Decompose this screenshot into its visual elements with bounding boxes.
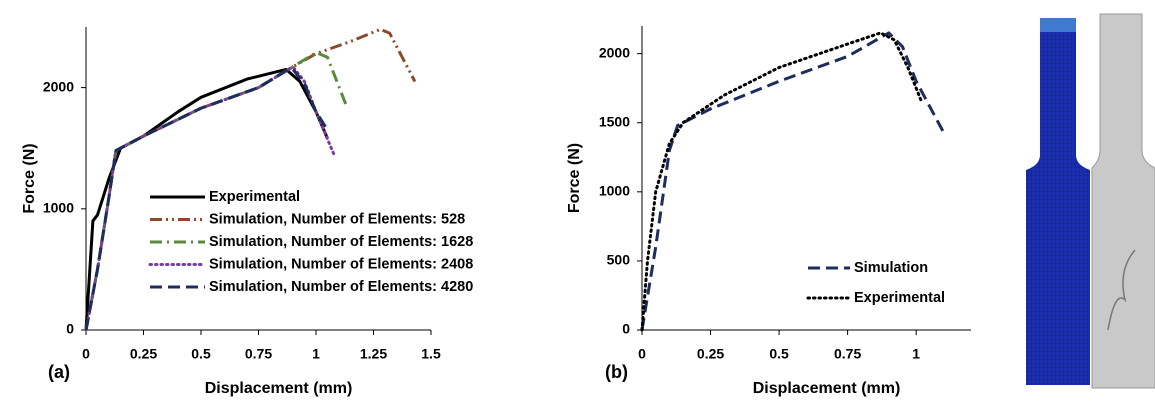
simulated-specimen (1026, 18, 1090, 385)
x-axis-title: Displacement (mm) (753, 380, 901, 397)
x-tick-label: 1.5 (421, 346, 441, 362)
x-axis-title: Displacement (mm) (205, 380, 353, 397)
legend-label: Experimental (854, 290, 945, 306)
series-line (84, 67, 329, 331)
y-axis-title: Force (N) (566, 143, 583, 213)
x-tick-label: 0.5 (769, 346, 789, 362)
y-tick-label: 0 (66, 321, 74, 337)
series-line (84, 67, 329, 331)
series-line (640, 31, 924, 332)
legend-label: Simulation, Number of Elements: 4280 (209, 279, 473, 295)
y-tick-label: 2000 (43, 78, 74, 94)
x-tick-label: 0.75 (245, 346, 272, 362)
y-tick-label: 0 (622, 321, 630, 337)
x-tick-label: 0 (82, 346, 90, 362)
y-tick-label: 1000 (43, 200, 74, 216)
x-tick-label: 0 (638, 346, 646, 362)
x-tick-label: 1 (312, 346, 320, 362)
legend-label: Simulation (854, 260, 928, 276)
x-tick-label: 0.25 (697, 346, 724, 362)
x-tick-label: 0.5 (191, 346, 211, 362)
specimen-grip (1040, 18, 1076, 32)
y-tick-label: 500 (607, 252, 631, 268)
y-axis-title: Force (N) (21, 143, 38, 213)
legend-label: Experimental (209, 189, 300, 205)
x-tick-label: 0.75 (834, 346, 861, 362)
panel-label: (a) (48, 362, 70, 382)
y-tick-label: 1000 (599, 183, 630, 199)
legend-label: Simulation, Number of Elements: 1628 (209, 234, 473, 250)
series-line (640, 31, 945, 331)
specimen-image (1026, 13, 1155, 389)
x-tick-label: 1 (912, 346, 920, 362)
legend-label: Simulation, Number of Elements: 2408 (209, 256, 473, 272)
specimen-marking (1107, 249, 1136, 331)
x-tick-label: 0.25 (130, 346, 157, 362)
legend-label: Simulation, Number of Elements: 528 (209, 211, 465, 227)
panel-label: (b) (605, 362, 628, 382)
x-tick-label: 1.25 (360, 346, 387, 362)
y-tick-label: 1500 (599, 113, 630, 129)
tested-specimen (1091, 13, 1155, 389)
y-tick-label: 2000 (599, 44, 630, 60)
